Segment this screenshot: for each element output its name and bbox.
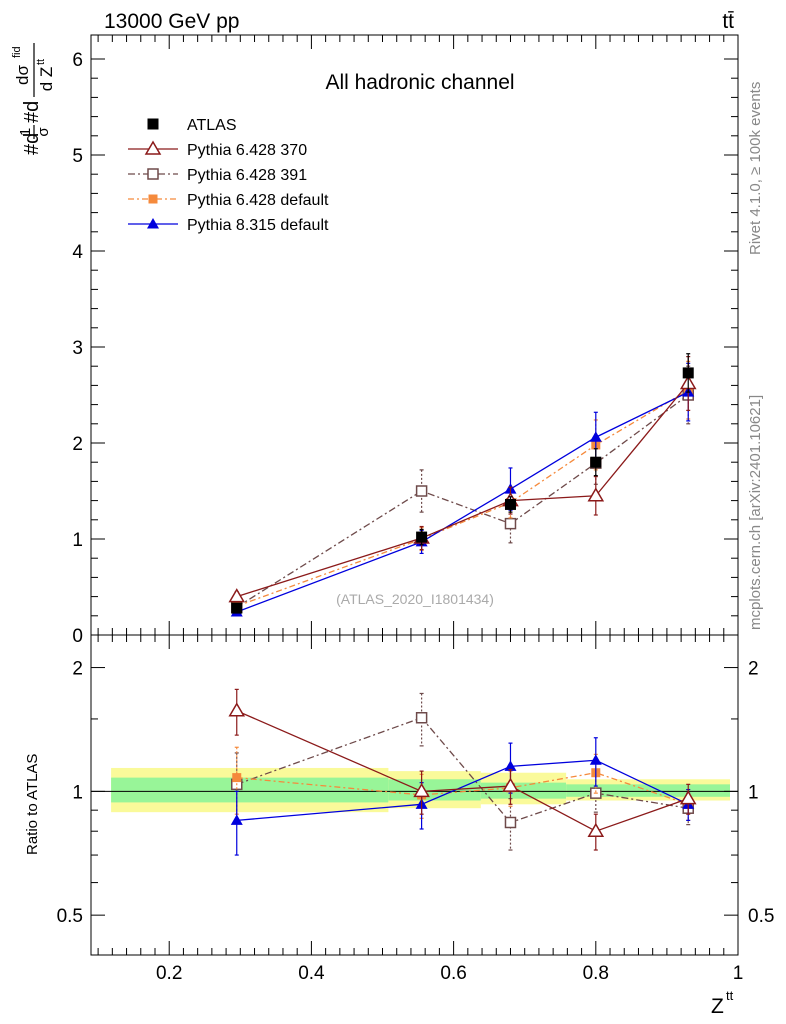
- ratio-ytick-label: 0.5: [57, 906, 83, 927]
- main-line-p8def: [236, 391, 689, 613]
- ratio-xtick-label: 1: [733, 963, 744, 984]
- ratio-point-p8def: [589, 754, 602, 765]
- legend-label-p8def: Pythia 8.315 default: [187, 217, 329, 234]
- main-point-p391: [504, 517, 517, 530]
- ylabel-den: d Z: [37, 67, 56, 92]
- main-series-p6def: [232, 360, 693, 612]
- main-line-p391: [236, 394, 689, 608]
- main-ytick-label: 4: [72, 242, 83, 263]
- process-label: tt̄: [722, 10, 734, 33]
- legend-item-p391: Pythia 6.428 391: [128, 167, 307, 184]
- legend-marker-p391: [147, 168, 159, 180]
- legend-item-atlas: ATLAS: [147, 117, 237, 134]
- main-line-p6def: [236, 389, 689, 607]
- main-point-atlas: [682, 367, 694, 379]
- ratio-panel: 0.5 0.5 1 1 2 2 0.2 0.4 0.6 0.8 1: [57, 634, 774, 984]
- ratio-point-p370: [228, 702, 246, 717]
- main-ytick-label: 5: [72, 146, 83, 167]
- xlabel-sup: tt: [726, 988, 734, 1003]
- energy-label: 13000 GeV pp: [104, 10, 239, 33]
- main-series-p370: [228, 356, 697, 603]
- ratio-point-p8def: [504, 760, 517, 771]
- svg-text:#d: #d: [21, 133, 43, 155]
- main-point-atlas: [590, 456, 602, 468]
- main-title: All hadronic channel: [325, 71, 514, 94]
- legend-item-p6def: Pythia 6.428 default: [128, 192, 329, 209]
- main-point-p370: [228, 588, 246, 603]
- legend-marker-atlas: [147, 118, 159, 130]
- ratio-band-inner: [480, 782, 567, 799]
- ratio-point-p370: [502, 777, 519, 792]
- legend-label-p391: Pythia 6.428 391: [187, 167, 307, 184]
- main-ytick-label: 6: [72, 50, 83, 71]
- legend-label-atlas: ATLAS: [187, 117, 237, 134]
- ylabel-den-sup: tt: [35, 59, 47, 65]
- main-ytick-label: 1: [72, 530, 83, 551]
- legend-item-p370: Pythia 6.428 370: [128, 140, 307, 159]
- ratio-band-inner: [388, 779, 481, 801]
- ratio-xtick-label: 0.2: [156, 963, 182, 984]
- legend-label-p6def: Pythia 6.428 default: [187, 192, 329, 209]
- main-series-p391: [231, 365, 694, 613]
- ylabel-num-sup: fid: [11, 46, 23, 58]
- ratio-point-p370: [587, 822, 605, 837]
- ratio-y-label: Ratio to ATLAS: [24, 754, 41, 855]
- ratio-xtick-label: 0.8: [583, 963, 609, 984]
- legend-marker-p6def: [148, 194, 158, 204]
- legend-marker-p370: [144, 140, 162, 155]
- main-series-p8def: [230, 362, 695, 617]
- ratio-ytick-label-right: 1: [748, 782, 759, 803]
- main-y-label: #d 1 σ #d dσ fid d Z tt: [11, 43, 56, 155]
- legend-marker-p8def: [147, 218, 159, 229]
- main-point-p370: [587, 487, 605, 502]
- ratio-point-p6def: [232, 773, 242, 783]
- ratio-point-p370: [413, 782, 430, 798]
- ratio-ytick-label-right: 2: [748, 659, 759, 680]
- ylabel-frac-top: 1: [17, 128, 34, 136]
- ratio-ytick-label: 2: [72, 659, 83, 680]
- ratio-line-p6def: [236, 772, 689, 805]
- ratio-xtick-label: 0.4: [298, 963, 325, 984]
- legend-label-p370: Pythia 6.428 370: [187, 142, 307, 159]
- main-point-atlas: [504, 498, 516, 510]
- main-ytick-label: 2: [72, 434, 83, 455]
- watermark: (ATLAS_2020_I1801434): [336, 591, 494, 607]
- legend: ATLAS Pythia 6.428 370 Pythia 6.428 391 Pyt…: [128, 117, 329, 234]
- ratio-ytick-label-right: 0.5: [748, 906, 774, 927]
- main-point-p391: [415, 485, 428, 497]
- legend-item-p8def: Pythia 8.315 default: [128, 217, 329, 234]
- ratio-series-p370: [228, 688, 697, 851]
- x-axis-label: Z tt: [711, 988, 734, 1018]
- ylabel-pre: #d: [21, 133, 43, 155]
- ratio-point-p391: [504, 816, 517, 829]
- xlabel-text: Z: [711, 995, 724, 1018]
- rivet-label: Rivet 4.1.0, ≥ 100k events: [747, 82, 764, 255]
- main-ytick-label: 0: [72, 626, 83, 647]
- ratio-point-p391: [415, 712, 428, 724]
- ratio-point-p370: [679, 790, 697, 805]
- main-panel: All hadronic channel (ATLAS_2020_I180143…: [72, 34, 739, 647]
- main-point-atlas: [416, 531, 428, 543]
- ratio-ytick-label: 1: [72, 782, 83, 803]
- ylabel-mid: #d: [21, 101, 43, 123]
- ratio-band-inner: [111, 777, 389, 803]
- ratio-xtick-label: 0.6: [440, 963, 466, 984]
- ratio-point-p8def: [230, 814, 243, 825]
- ratio-band-inner: [566, 784, 652, 797]
- main-series-atlas: [231, 353, 694, 614]
- main-ytick-label: 3: [72, 338, 83, 359]
- main-point-atlas: [231, 602, 243, 614]
- mcplots-label: mcplots.cern.ch [arXiv:2401.10621]: [747, 395, 764, 630]
- ylabel-num: dσ: [13, 65, 32, 85]
- ratio-band-inner: [651, 784, 730, 797]
- ylabel-frac-bot: σ: [35, 127, 52, 137]
- main-point-p8def: [589, 431, 602, 442]
- ratio-frame: [90, 634, 739, 956]
